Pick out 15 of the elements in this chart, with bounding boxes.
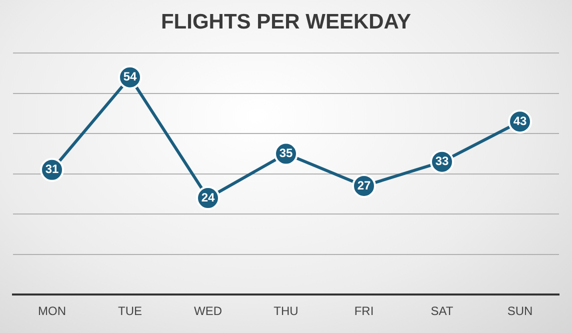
x-tick-label: TUE: [118, 304, 142, 318]
x-tick-label: FRI: [354, 304, 374, 318]
data-label: 43: [513, 114, 527, 128]
x-tick-label: MON: [38, 304, 66, 318]
data-label: 33: [435, 154, 449, 168]
data-label: 31: [45, 162, 59, 176]
data-label: 27: [357, 178, 371, 192]
x-tick-label: SUN: [507, 304, 533, 318]
chart-title: FLIGHTS PER WEEKDAY: [160, 10, 412, 34]
x-tick-label: THU: [274, 304, 298, 318]
x-tick-label: WED: [194, 304, 222, 318]
data-label: 35: [279, 146, 293, 160]
x-tick-label: SAT: [430, 304, 454, 318]
data-label: 24: [201, 190, 215, 204]
data-label: 54: [123, 70, 137, 84]
